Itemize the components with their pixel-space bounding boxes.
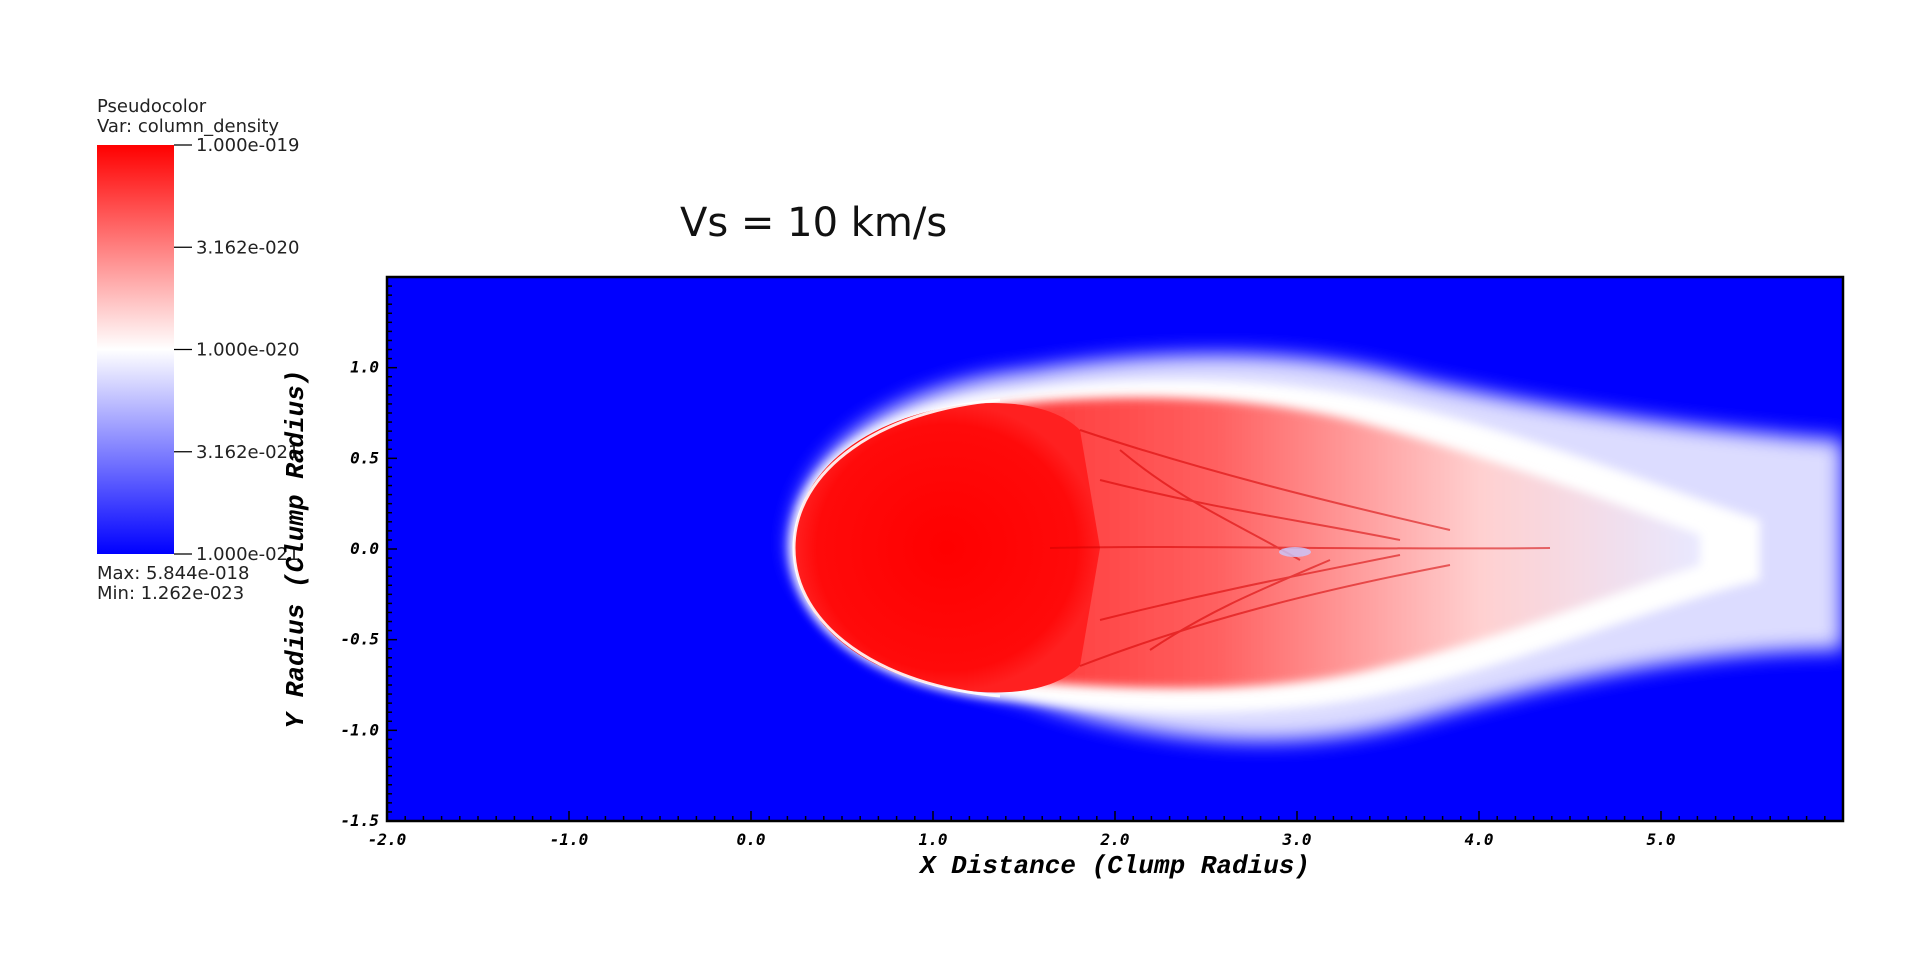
- tail-void: [1279, 547, 1311, 557]
- y-tick-label: 0.5: [350, 448, 379, 467]
- legend-min: Min: 1.262e-023: [97, 583, 244, 604]
- colorbar-tick-label: 3.162e-021: [196, 442, 299, 463]
- dense-core: [794, 402, 1100, 693]
- y-tick-label: -0.5: [340, 630, 379, 649]
- x-tick-label: -2.0: [368, 830, 407, 849]
- colorbar: [97, 145, 174, 554]
- colorbar-tick-label: 1.000e-020: [196, 340, 299, 361]
- density-field: [790, 354, 1843, 742]
- x-axis-label: X Distance (Clump Radius): [918, 851, 1310, 881]
- y-axis-label: Y Radius (Clump Radius): [281, 370, 311, 729]
- filaments: [1049, 429, 1551, 667]
- y-axis: -1.5 -1.0 -0.5 0.0 0.5 1.0: [340, 276, 397, 830]
- legend: Pseudocolor Var: column_density 1.000e-0…: [97, 96, 299, 604]
- x-axis: -2.0 -1.0 0.0 1.0 2.0 3.0 4.0 5.0: [368, 811, 1844, 849]
- x-tick-label: 5.0: [1647, 830, 1676, 849]
- x-tick-label: 2.0: [1100, 830, 1130, 849]
- y-tick-label: -1.0: [340, 720, 379, 739]
- bow-shock-edge: [792, 398, 1001, 698]
- plot-area: [387, 277, 1843, 821]
- legend-variable: Var: column_density: [97, 116, 279, 137]
- x-tick-label: 1.0: [919, 830, 948, 849]
- y-tick-label: 0.0: [350, 539, 379, 558]
- legend-max: Max: 5.844e-018: [97, 563, 249, 584]
- y-tick-label: 1.0: [350, 358, 379, 377]
- colorbar-tick-label: 3.162e-020: [196, 237, 299, 258]
- chart-title: Vs = 10 km/s: [680, 200, 947, 246]
- colorbar-tick-label: 1.000e-021: [196, 544, 299, 565]
- colorbar-tick-label: 1.000e-019: [196, 135, 299, 156]
- x-tick-label: -1.0: [550, 830, 589, 849]
- x-tick-label: 0.0: [737, 830, 766, 849]
- x-tick-label: 3.0: [1282, 830, 1312, 849]
- y-tick-label: -1.5: [340, 811, 379, 830]
- x-tick-label: 4.0: [1465, 830, 1494, 849]
- legend-title: Pseudocolor: [97, 96, 207, 117]
- colorbar-ticks: 1.000e-019 3.162e-020 1.000e-020 3.162e-021…: [174, 135, 299, 565]
